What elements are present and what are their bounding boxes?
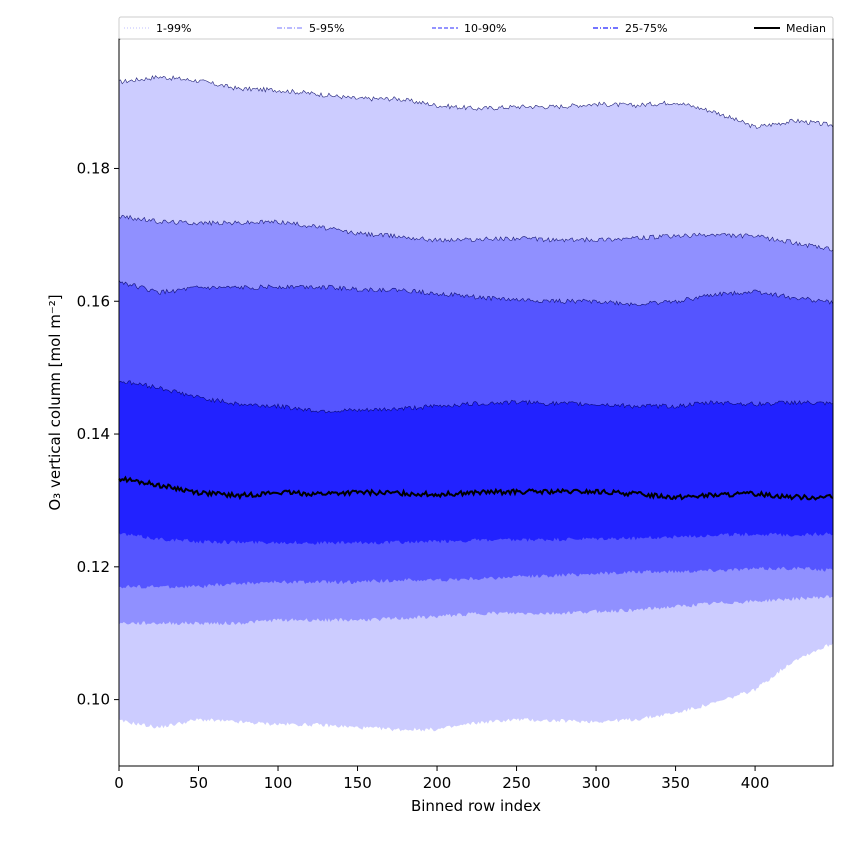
x-tick-label: 350 — [661, 774, 690, 792]
percentile-bands — [118, 75, 834, 732]
x-tick-label: 100 — [264, 774, 293, 792]
y-tick-label: 0.14 — [77, 425, 110, 443]
x-tick-label: 400 — [741, 774, 770, 792]
x-axis: 0 50 100 150 200 250 300 350 400 — [114, 766, 769, 792]
x-tick-label: 250 — [502, 774, 531, 792]
legend-box — [118, 16, 834, 40]
x-tick-label: 0 — [114, 774, 124, 792]
band-edge-5-95% — [118, 214, 834, 252]
band-edge-10-90% — [118, 279, 834, 307]
x-tick-label: 200 — [423, 774, 452, 792]
y-tick-label: 0.16 — [77, 292, 110, 310]
legend-label: 1-99% — [156, 22, 191, 35]
median-line — [118, 475, 834, 501]
y-axis: 0.10 0.12 0.14 0.16 0.18 — [77, 159, 119, 709]
y-tick-label: 0.18 — [77, 159, 110, 177]
legend-label: 10-90% — [464, 22, 506, 35]
legend-label: 5-95% — [309, 22, 344, 35]
y-axis-label: O₃ vertical column [mol m⁻²] — [46, 294, 64, 510]
legend-label: 25-75% — [625, 22, 667, 35]
y-tick-label: 0.12 — [77, 558, 110, 576]
x-tick-label: 50 — [189, 774, 208, 792]
x-axis-label: Binned row index — [411, 797, 541, 815]
legend: 1-99% 5-95% 10-90% 25-75% Median — [118, 16, 834, 40]
band-edge-1-99% — [118, 75, 834, 129]
x-tick-label: 300 — [582, 774, 611, 792]
y-tick-label: 0.10 — [77, 691, 110, 709]
band-25-75% — [119, 380, 833, 545]
band-edge-25-75% — [118, 380, 834, 414]
median-layer — [118, 475, 834, 501]
legend-label: Median — [786, 22, 826, 35]
x-tick-label: 150 — [343, 774, 372, 792]
